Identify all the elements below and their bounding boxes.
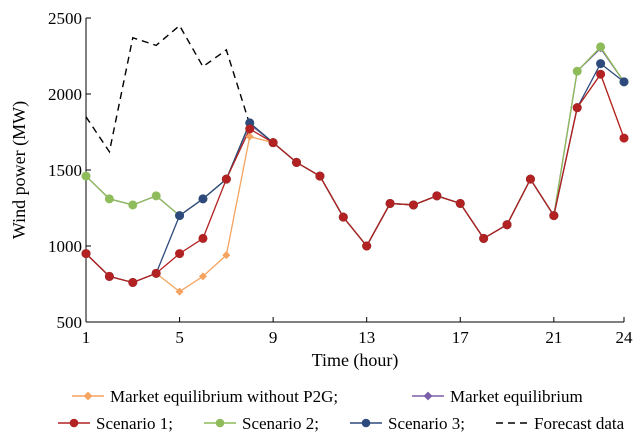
series-3-point-22 — [596, 42, 606, 52]
series-4-point-5 — [198, 194, 208, 204]
y-tick-label-0: 500 — [57, 313, 83, 332]
axes: 500 1000 1500 2000 2500 1 5 9 13 17 21 24 Time (hour… — [9, 9, 633, 371]
legend-swatch-marker-0 — [83, 391, 93, 401]
series-2-point-8 — [268, 138, 278, 148]
series-4-markers — [81, 59, 629, 287]
series-4 — [85, 62, 625, 284]
legend-swatch-marker-4 — [361, 418, 371, 428]
series-3-point-3 — [151, 191, 161, 201]
series-4-point-22 — [596, 59, 606, 69]
x-tick-label-2: 9 — [269, 328, 278, 347]
x-tick-label-4: 17 — [452, 328, 470, 347]
series-2-point-14 — [408, 200, 418, 210]
series-0-point-6 — [222, 251, 231, 260]
x-tick-label-5: 21 — [545, 328, 562, 347]
legend-item-3: Scenario 2; — [204, 414, 319, 433]
y-tick-label-2: 1500 — [48, 161, 82, 180]
series-3-line — [85, 45, 625, 248]
series-4-line — [85, 62, 625, 284]
series-2-point-23 — [619, 133, 629, 143]
series-2-point-18 — [502, 220, 512, 230]
series-3-point-1 — [104, 194, 114, 204]
y-tick-label-3: 2000 — [48, 85, 82, 104]
series-1 — [85, 47, 625, 248]
series-2-point-0 — [81, 249, 91, 259]
series-2-point-15 — [432, 191, 442, 201]
series-3-point-0 — [81, 171, 91, 181]
legend-swatch-marker-1 — [423, 391, 433, 401]
legend-swatch-marker-3 — [215, 418, 225, 428]
series-2-point-9 — [292, 157, 302, 167]
series-2-point-2 — [128, 277, 138, 287]
x-tick-label-0: 1 — [82, 328, 91, 347]
series-2-point-17 — [479, 233, 489, 243]
series-2-point-22 — [596, 69, 606, 79]
y-axis-title: Wind power (MW) — [9, 101, 30, 239]
x-tick-label-1: 5 — [175, 328, 184, 347]
series-0-line — [85, 72, 625, 293]
series-2-point-16 — [455, 198, 465, 208]
y-tick-label-1: 1000 — [48, 237, 82, 256]
series-2 — [85, 72, 625, 284]
series-0-point-5 — [198, 272, 207, 281]
x-tick-label-3: 13 — [358, 328, 375, 347]
series-0-point-4 — [175, 287, 184, 296]
series-0 — [85, 72, 625, 293]
series-2-point-13 — [385, 198, 395, 208]
series-3-point-2 — [128, 200, 138, 210]
series-2-point-1 — [104, 271, 114, 281]
series-1-line — [85, 47, 625, 248]
series-layer — [81, 24, 629, 296]
series-2-point-5 — [198, 233, 208, 243]
series-2-point-3 — [151, 268, 161, 278]
legend-label-3: Scenario 2; — [242, 414, 319, 433]
legend-label-4: Scenario 3; — [388, 414, 465, 433]
series-2-line — [85, 72, 625, 284]
legend-label-5: Forecast data — [534, 414, 625, 433]
legend-swatch-marker-2 — [69, 418, 79, 428]
series-2-point-4 — [175, 249, 185, 259]
series-2-point-7 — [245, 124, 255, 134]
forecast-line — [85, 24, 251, 154]
legend-item-5: Forecast data — [496, 414, 625, 433]
series-4-point-23 — [619, 77, 629, 87]
series-3-point-21 — [572, 66, 582, 76]
series-1-markers — [81, 44, 629, 251]
series-2-point-21 — [572, 103, 582, 113]
legend-item-0: Market equilibrium without P2G; — [72, 387, 338, 406]
legend-item-4: Scenario 3; — [350, 414, 465, 433]
series-2-point-6 — [221, 174, 231, 184]
series-2-point-10 — [315, 171, 325, 181]
series-3-markers — [81, 42, 629, 251]
x-tick-label-6: 24 — [616, 328, 634, 347]
series-4-point-4 — [175, 211, 185, 221]
legend-label-1: Market equilibrium — [450, 387, 583, 406]
series-3 — [85, 45, 625, 248]
x-axis-title: Time (hour) — [312, 350, 399, 371]
y-tick-label-4: 2500 — [48, 9, 82, 28]
series-2-markers — [81, 69, 629, 287]
series-2-point-11 — [338, 212, 348, 222]
series-2-point-20 — [549, 211, 559, 221]
legend-label-0: Market equilibrium without P2G; — [110, 387, 338, 406]
legend-item-1: Market equilibrium — [412, 387, 583, 406]
legend-item-2: Scenario 1; — [58, 414, 173, 433]
series-0-markers — [81, 70, 629, 296]
legend-label-2: Scenario 1; — [96, 414, 173, 433]
series-0-point-7 — [245, 132, 254, 141]
legend: Market equilibrium without P2G; Market eq… — [58, 387, 625, 433]
series-2-point-19 — [525, 174, 535, 184]
series-2-point-12 — [362, 241, 372, 251]
